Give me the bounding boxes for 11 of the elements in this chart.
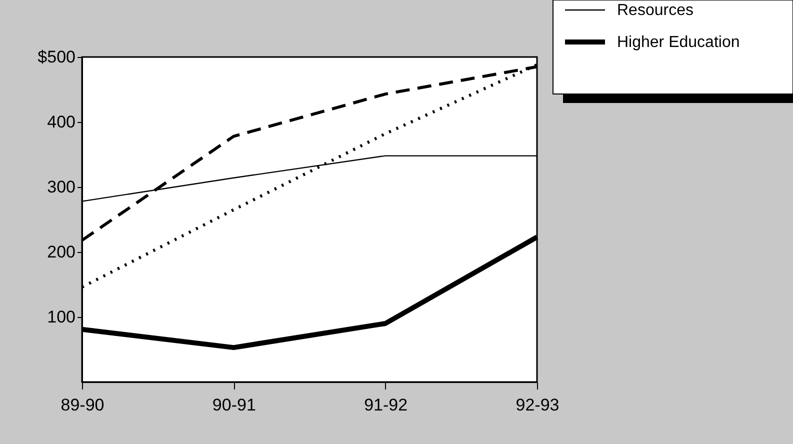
legend-label: Higher Education [617,34,740,51]
y-tick-label: 100 [47,308,76,326]
x-tick-label: 90-91 [212,396,256,414]
x-tick-label: 91-92 [364,396,408,414]
y-tick-label: $500 [38,48,76,66]
y-tick-label: 300 [47,178,76,196]
y-tick-label: 400 [47,112,76,132]
x-tick-label: 92-93 [516,396,560,414]
x-tick-label: 89-90 [60,396,104,414]
y-tick-label: 200 [47,242,76,262]
legend-label: Resources [617,2,694,19]
